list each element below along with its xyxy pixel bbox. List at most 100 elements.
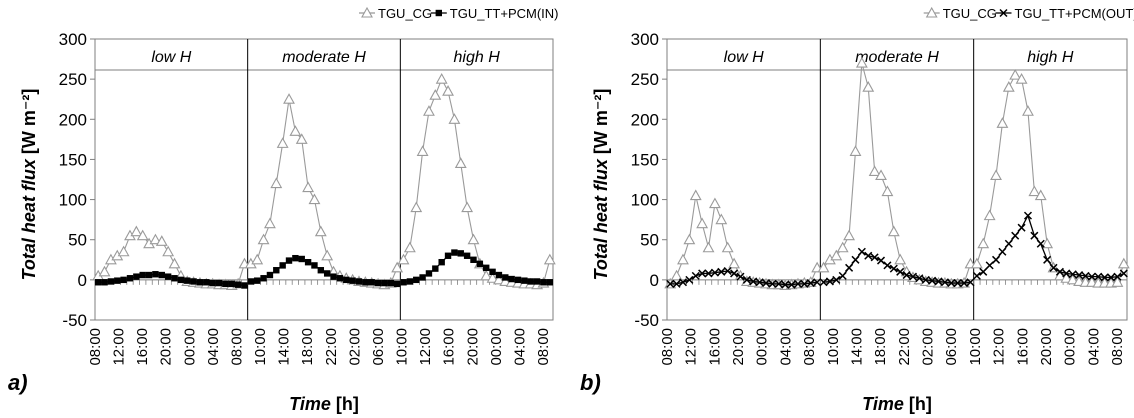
data-point	[228, 280, 235, 288]
data-point	[857, 247, 866, 256]
y-tick-label: 300	[59, 30, 87, 49]
data-point	[836, 241, 849, 253]
data-point	[1106, 273, 1116, 282]
data-point	[184, 277, 191, 284]
data-point	[295, 133, 308, 144]
data-point	[979, 267, 988, 276]
data-point	[683, 233, 696, 245]
y-tick-label: 100	[631, 191, 659, 210]
data-point	[881, 185, 894, 197]
data-point	[1022, 105, 1034, 116]
x-tick-label: 10:00	[252, 328, 269, 366]
data-point	[521, 277, 528, 284]
data-point	[806, 279, 815, 288]
data-point	[406, 278, 414, 285]
data-point	[126, 275, 134, 282]
data-point	[921, 275, 930, 284]
data-point	[843, 229, 856, 241]
data-point	[397, 253, 410, 265]
data-point	[130, 225, 143, 237]
data-point	[666, 279, 675, 288]
data-point	[677, 253, 689, 265]
y-tick-label: 250	[59, 70, 87, 89]
data-point	[168, 257, 181, 269]
x-tick-label: 04:00	[777, 328, 794, 366]
data-point	[533, 278, 541, 285]
data-point	[761, 279, 771, 288]
data-point	[902, 271, 911, 280]
data-point	[120, 276, 127, 284]
data-point	[855, 56, 868, 68]
data-point	[1117, 257, 1130, 269]
data-point	[308, 193, 321, 205]
data-point	[158, 271, 165, 279]
y-axis-title-unit: [W m⁻²]	[19, 89, 39, 154]
y-tick-label: 100	[59, 191, 87, 210]
y-tick-label: 50	[68, 231, 87, 250]
data-point	[234, 281, 242, 288]
data-point	[768, 279, 777, 288]
data-point	[190, 278, 197, 285]
data-point	[387, 279, 394, 287]
x-tick-label: 12:00	[417, 328, 434, 366]
data-point	[960, 279, 969, 288]
data-point	[825, 277, 834, 286]
y-tick-label: 250	[631, 70, 659, 89]
data-point	[139, 271, 146, 279]
data-point	[222, 280, 229, 288]
data-point	[787, 280, 796, 289]
x-tick-label: 18:00	[299, 328, 316, 366]
data-point	[742, 275, 751, 284]
data-point	[270, 177, 283, 189]
data-point	[164, 273, 172, 280]
x-tick-label: 12:00	[683, 328, 700, 366]
y-tick-label: 0	[78, 271, 87, 290]
subplot-label: b)	[580, 370, 601, 395]
data-point	[1075, 271, 1084, 280]
series-line-cg	[403, 77, 551, 286]
x-tick-label: 10:00	[394, 328, 411, 366]
x-tick-label: 16:00	[134, 328, 151, 366]
data-point	[864, 251, 873, 260]
data-point	[1068, 270, 1077, 279]
legend-marker	[435, 9, 442, 17]
legend-marker	[925, 6, 938, 18]
x-tick-label: 14:00	[276, 328, 293, 366]
data-point	[889, 264, 898, 273]
data-point	[343, 276, 350, 284]
data-point	[1017, 223, 1026, 232]
data-point	[966, 278, 975, 287]
data-point	[251, 253, 264, 265]
data-point	[495, 271, 503, 279]
data-point	[461, 201, 474, 213]
y-tick-label: 0	[650, 271, 659, 290]
data-point	[323, 270, 331, 277]
data-point	[1002, 81, 1015, 92]
legend-entry: TGU_CG	[378, 6, 432, 21]
chart-a: low H moderate H high H -50 0 50 100 150 200 250 3…	[8, 6, 559, 414]
y-axis-title-main: Total heat flux	[19, 158, 39, 280]
data-point	[266, 271, 274, 279]
data-point	[1066, 273, 1079, 285]
data-point	[1094, 272, 1103, 281]
y-tick-label: 200	[59, 110, 87, 129]
data-point	[486, 272, 499, 283]
x-tick-label: 00:00	[754, 328, 771, 366]
data-point	[940, 278, 949, 287]
panel-label: low H	[151, 49, 191, 66]
y-tick-label: 50	[640, 231, 659, 250]
plot-frame	[94, 38, 554, 321]
data-point	[403, 241, 416, 253]
data-point	[391, 261, 404, 273]
data-point	[177, 276, 185, 284]
data-point	[817, 261, 830, 273]
y-axis-title-unit: [W m⁻²]	[591, 89, 611, 154]
x-tick-label: 08:00	[801, 328, 818, 366]
plot-frame	[666, 38, 1128, 321]
panel-label: moderate H	[282, 49, 366, 66]
x-tick-label: 06:00	[943, 328, 960, 366]
data-point	[317, 267, 325, 274]
data-point	[977, 237, 990, 249]
data-point	[355, 278, 363, 285]
data-point	[991, 255, 1001, 264]
